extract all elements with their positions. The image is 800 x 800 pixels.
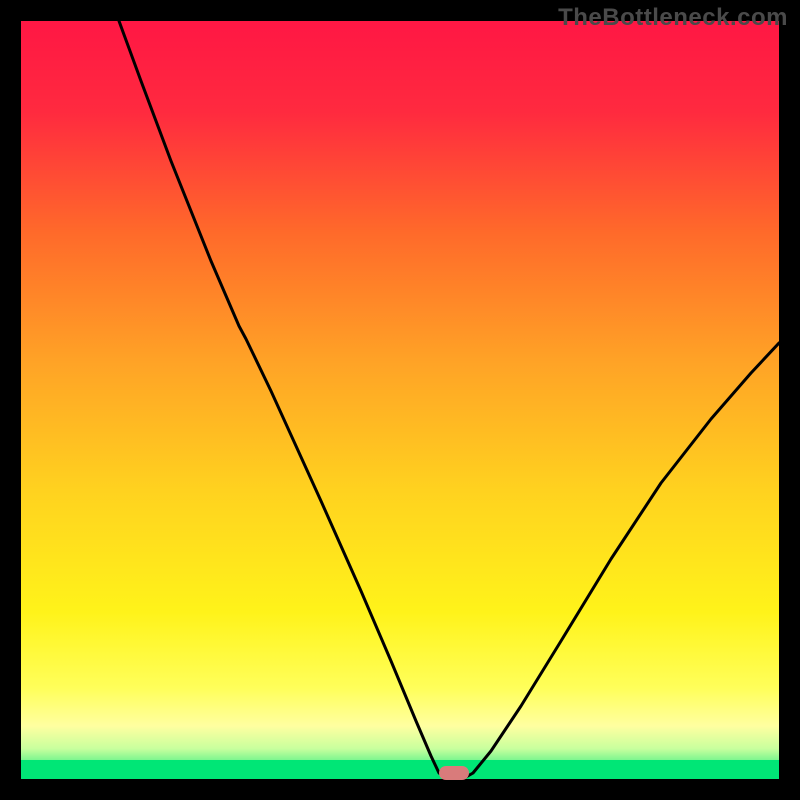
plot-area — [21, 21, 779, 779]
optimum-marker — [439, 766, 469, 780]
chart-frame: TheBottleneck.com — [0, 0, 800, 800]
watermark-text: TheBottleneck.com — [558, 4, 788, 32]
bottleneck-curve — [21, 21, 779, 779]
